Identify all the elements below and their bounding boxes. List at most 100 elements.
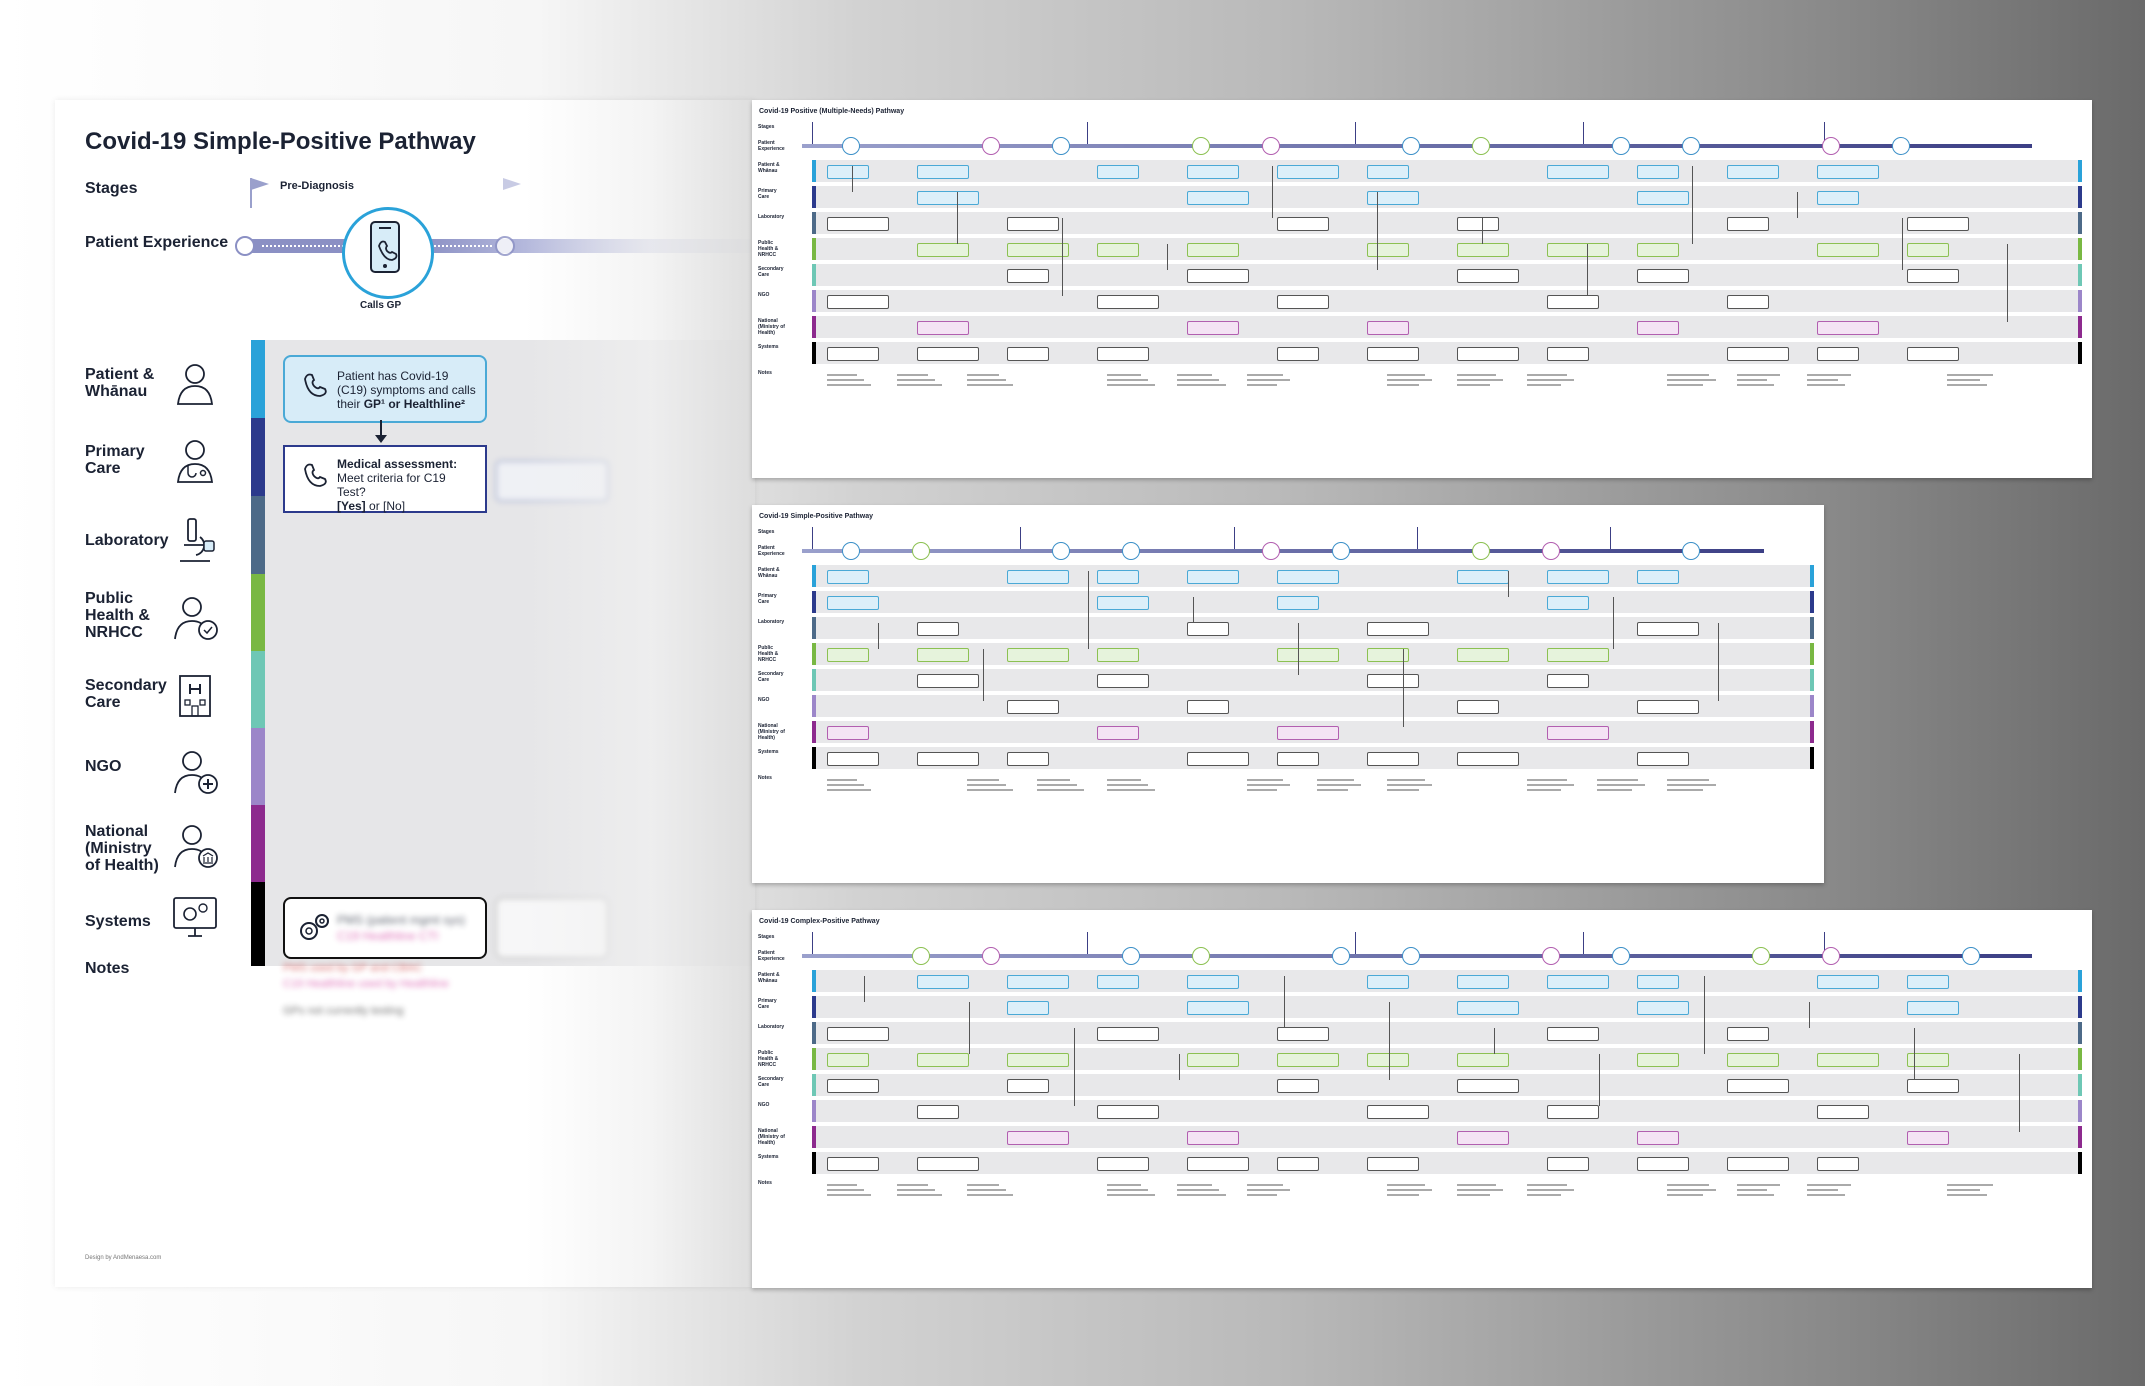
- thumb-note-line: [827, 374, 857, 376]
- thumb-card: [917, 1105, 959, 1119]
- thumb-lane-bar: [812, 1048, 816, 1070]
- thumb-card: [827, 165, 869, 179]
- thumb-connector: [1613, 597, 1614, 649]
- thumb-stage-flag: [1583, 122, 1584, 144]
- thumb-stage-flag: [1234, 527, 1235, 549]
- thumb-note-line: [1807, 374, 1851, 376]
- thumb-card: [1007, 752, 1049, 766]
- thumb-note-line: [1107, 1194, 1155, 1196]
- thumb-stage-node: [1332, 542, 1350, 560]
- stage-flag-pole: [250, 178, 252, 208]
- thumb-card: [1727, 295, 1769, 309]
- thumb-lane-bar: [1810, 747, 1814, 769]
- lane-bar: [251, 728, 265, 812]
- thumb-card: [1457, 975, 1509, 989]
- thumb-card: [1187, 269, 1249, 283]
- thumb-note-line: [1247, 379, 1290, 381]
- patient-card-text-b: GP¹ or Healthline²: [363, 397, 466, 411]
- thumb-card: [917, 622, 959, 636]
- thumb-card: [1097, 674, 1149, 688]
- lane-label-secondary: Secondary Care: [85, 677, 167, 711]
- thumb-card: [1277, 570, 1339, 584]
- thumb-card: [1547, 1157, 1589, 1171]
- thumb-card: [1637, 752, 1689, 766]
- computer-gear-icon: [173, 897, 217, 937]
- thumb-note-line: [1457, 1184, 1496, 1186]
- thumb-lane-bar: [812, 996, 816, 1018]
- thumb-lane-bar: [812, 238, 816, 260]
- thumb-card: [917, 243, 969, 257]
- thumb-lane-bar: [2078, 342, 2082, 364]
- thumb-note-line: [1387, 1184, 1425, 1186]
- thumb-card: [1097, 648, 1139, 662]
- thumb-lane-bar: [2078, 1152, 2082, 1174]
- thumb-card: [1097, 596, 1149, 610]
- thumb-card: [1457, 1131, 1509, 1145]
- thumb-card: [1187, 165, 1239, 179]
- thumb-card: [827, 1079, 879, 1093]
- thumb-lane-bar: [1810, 643, 1814, 665]
- thumb-stage-flag: [1087, 122, 1088, 144]
- thumb-card: [1817, 321, 1879, 335]
- thumb-connector: [1167, 244, 1168, 270]
- simple-positive-poster: Covid-19 Simple-Positive Pathway Stages …: [55, 100, 755, 1287]
- thumb-connector: [878, 623, 879, 649]
- thumb-card: [827, 217, 889, 231]
- medical-assessment-title: Medical assessment:: [337, 457, 458, 471]
- thumb-note-line: [1527, 1194, 1561, 1196]
- thumb-card: [1547, 648, 1609, 662]
- thumb-note-line: [1387, 379, 1432, 381]
- thumb-card: [1367, 648, 1409, 662]
- thumb-stage-flag: [1824, 932, 1825, 954]
- thumb-card: [1187, 243, 1239, 257]
- thumb-card: [1637, 1131, 1679, 1145]
- thumb-stage-node: [1752, 947, 1770, 965]
- thumb-connector: [1482, 218, 1483, 244]
- thumb-row-label: Public Health & NRHCC: [758, 1050, 779, 1068]
- thumb-lane-bar: [812, 1152, 816, 1174]
- thumb-note-line: [1527, 1189, 1574, 1191]
- thumb-stage-node: [1892, 137, 1910, 155]
- medical-assessment-yes: [Yes]: [337, 499, 366, 513]
- thumb-row-label: NGO: [758, 697, 770, 703]
- thumb-lane-bar: [1810, 565, 1814, 587]
- thumb-card: [827, 295, 889, 309]
- thumb-card: [1547, 975, 1609, 989]
- thumb-card: [1187, 1131, 1239, 1145]
- thumb-card: [917, 674, 979, 688]
- systems-card: PMS (patient mgmt sys) C19 Healthline CT…: [283, 897, 487, 959]
- thumb-card: [1277, 596, 1319, 610]
- thumb-lane-bar: [812, 565, 816, 587]
- thumb-card: [1637, 570, 1679, 584]
- thumb-note-line: [897, 379, 935, 381]
- thumb-note-line: [1317, 779, 1354, 781]
- lane-label-ngo: NGO: [85, 758, 122, 775]
- thumb-note-line: [1457, 1189, 1503, 1191]
- thumb-lane: [812, 1022, 2082, 1044]
- thumb-card: [1817, 1157, 1859, 1171]
- thumb-row-label: Patient Experience: [758, 545, 785, 557]
- patient-calls-gp-card: Patient has Covid-19 (C19) symptoms and …: [283, 355, 487, 423]
- thumb-card: [1637, 191, 1689, 205]
- thumb-card: [1817, 1053, 1879, 1067]
- thumb-connector: [969, 1002, 970, 1054]
- lane-bar: [251, 418, 265, 502]
- credit: Design by AndMenaesa.com: [85, 1255, 162, 1261]
- thumb-note-line: [1597, 789, 1632, 791]
- thumb-note-line: [1107, 374, 1141, 376]
- thumb-note-line: [967, 1194, 1013, 1196]
- hospital-icon: [179, 675, 211, 717]
- lane-label-patient: Patient & Whānau: [85, 366, 155, 400]
- thumb-card: [827, 726, 869, 740]
- thumb-card: [1547, 570, 1609, 584]
- thumb-lane-bar: [812, 160, 816, 182]
- thumb-lane-bar: [812, 591, 816, 613]
- thumb-card: [1367, 674, 1419, 688]
- thumb-row-label: National (Ministry of Health): [758, 318, 785, 336]
- thumb-note-line: [1387, 789, 1419, 791]
- thumb-card: [917, 1157, 979, 1171]
- thumb-card: [1547, 1105, 1599, 1119]
- lane-bar: [251, 340, 265, 424]
- thumb-stage-node: [912, 542, 930, 560]
- thumb-lane: [812, 1100, 2082, 1122]
